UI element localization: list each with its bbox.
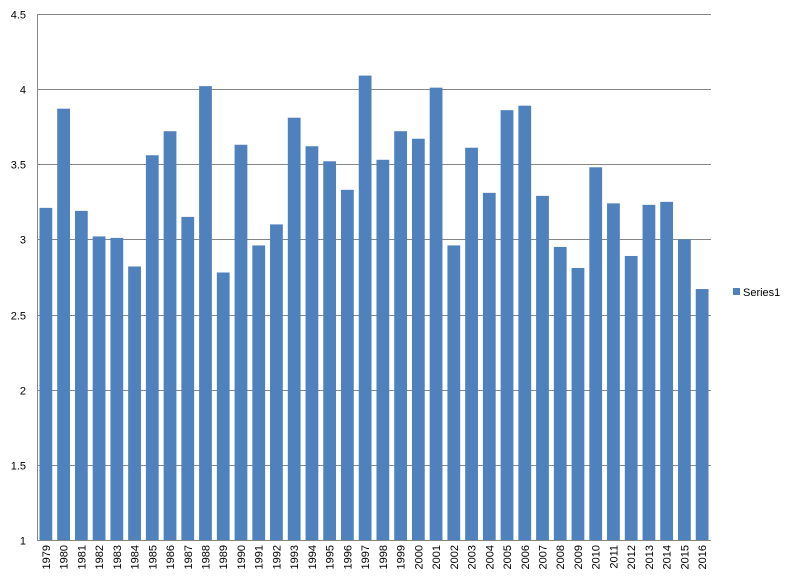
bar-1981 [74,210,88,540]
x-tick-label: 1998 [378,545,390,569]
x-tick-label: 2008 [555,545,567,569]
y-tick-label: 4.5 [11,10,26,22]
bar-2012 [624,255,638,540]
bar-1993 [287,117,301,540]
bar-1988 [199,86,212,540]
x-tick-label: 2015 [679,545,691,569]
bar-2014 [660,201,674,541]
x-tick-label: 1979 [41,545,53,569]
x-tick-label: 1990 [236,545,248,569]
legend-label-series1: Series1 [743,287,780,299]
x-tick-label: 2013 [644,545,656,569]
x-tick-label: 2007 [538,545,550,569]
y-tick-label: 2.5 [11,311,26,323]
x-tick-label: 1992 [271,545,283,569]
y-axis-tick-labels: 1 1.5 2 2.5 3 3.5 4 4.5 [11,10,26,548]
bar-1989 [216,272,230,540]
bar-1985 [145,155,159,540]
x-tick-label: 2009 [573,545,585,569]
bar-1991 [252,245,266,540]
bar-1992 [270,224,283,540]
bar-2013 [642,204,656,541]
x-tick-label: 1987 [183,545,195,569]
bar-1979 [39,207,53,540]
x-tick-label: 1995 [325,545,337,569]
bars [39,75,709,541]
x-tick-label: 1989 [218,545,230,569]
y-tick-label: 2 [20,386,26,398]
bar-2002 [447,245,461,540]
x-tick-label: 2014 [662,545,674,569]
x-tick-label: 1994 [307,545,319,569]
x-tick-label: 2006 [520,545,532,569]
x-tick-label: 1982 [94,545,106,569]
bar-2004 [482,192,496,540]
bar-1982 [92,236,106,541]
x-tick-label: 1988 [201,545,213,569]
bar-1995 [323,161,337,540]
bar-2011 [607,203,620,541]
bar-2000 [411,138,425,541]
bar-1986 [163,131,177,540]
x-tick-label: 1986 [165,545,177,569]
x-tick-label: 1983 [112,545,124,569]
bar-2005 [500,110,514,541]
x-tick-label: 2000 [413,545,425,569]
y-tick-label: 4 [20,85,26,97]
y-tick-label: 1 [20,536,26,548]
y-tick-label: 3.5 [11,160,26,172]
x-tick-label: 1984 [130,545,142,569]
bar-1999 [394,131,407,540]
bar-1983 [110,237,124,540]
x-tick-label: 2003 [467,545,479,569]
y-tick-label: 1.5 [11,461,26,473]
x-tick-label: 1993 [289,545,301,569]
legend: Series1 [733,287,780,299]
x-tick-label: 2001 [431,545,443,569]
x-tick-label: 2016 [697,545,709,569]
x-tick-label: 2011 [608,545,620,569]
bar-1990 [234,144,248,540]
x-tick-label: 1991 [254,545,266,569]
x-tick-label: 2010 [591,545,603,569]
x-tick-label: 1999 [396,545,408,569]
x-tick-label: 2005 [502,545,514,569]
x-tick-label: 2004 [484,545,496,569]
bar-1996 [341,189,354,540]
x-tick-label: 1997 [360,545,372,569]
x-tick-label: 2012 [626,545,638,569]
legend-swatch-series1 [733,288,740,295]
y-tick-label: 3 [20,235,26,247]
bar-1980 [57,108,70,541]
bar-2003 [465,147,478,540]
x-tick-label: 2002 [449,545,461,569]
bar-2006 [518,105,532,541]
x-tick-label: 1981 [76,545,88,569]
x-tick-label: 1996 [342,545,354,569]
bar-1998 [376,159,390,540]
x-tick-label: 1980 [59,545,71,569]
x-tick-label: 1985 [147,545,159,569]
bar-1997 [358,75,372,541]
x-axis-tick-labels: 1979 1980 1981 1982 1983 1984 1985 1986 1987 1988… [41,545,709,569]
bar-2009 [571,267,585,540]
bar-2001 [429,87,443,540]
bar-1984 [128,266,141,540]
bar-2016 [695,289,709,540]
bar-1994 [305,146,319,540]
bar-2015 [678,239,691,540]
bar-2010 [589,167,603,541]
bar-1987 [181,216,195,540]
bar-2008 [553,246,567,540]
bar-2007 [536,195,549,540]
